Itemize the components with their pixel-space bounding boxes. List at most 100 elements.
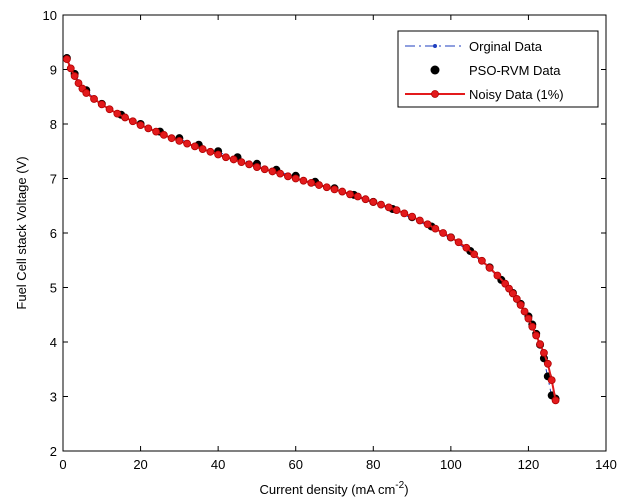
legend-label-original: Orginal Data: [469, 39, 543, 54]
noisy-data-point: [214, 150, 223, 159]
noisy-data-point: [392, 206, 401, 215]
noisy-data-point: [477, 256, 486, 265]
noisy-data-point: [377, 200, 385, 209]
noisy-data-point: [105, 105, 114, 114]
x-tick-label: 0: [59, 457, 66, 472]
noisy-data-point: [384, 203, 393, 212]
noisy-data-point: [97, 100, 106, 109]
noisy-data-point: [206, 147, 215, 156]
noisy-data-point: [528, 322, 537, 331]
noisy-data-point: [128, 117, 137, 126]
legend-swatch-noisy-marker: [431, 90, 439, 98]
noisy-data-point: [408, 212, 416, 221]
noisy-data-point: [299, 176, 308, 185]
y-tick-label: 9: [50, 63, 57, 78]
ticks: [62, 14, 607, 452]
y-tick-labels: 2 3 4 5 6 7 8 9 10: [43, 8, 57, 459]
noisy-data-point: [245, 160, 254, 169]
noisy-data-point: [260, 165, 269, 174]
x-tick-label: 80: [366, 457, 380, 472]
series-noisy-data: [62, 55, 560, 405]
x-tick-label: 120: [518, 457, 540, 472]
noisy-data-point: [113, 109, 122, 118]
y-tick-label: 8: [50, 117, 57, 132]
noisy-data-point: [70, 72, 79, 80]
noisy-data-point: [198, 145, 207, 153]
legend-label-pso-rvm: PSO-RVM Data: [469, 63, 561, 78]
noisy-data-point: [121, 113, 129, 122]
y-tick-label: 10: [43, 8, 57, 23]
noisy-data-point: [369, 198, 378, 206]
noisy-data-point: [400, 209, 409, 218]
noisy-data-point: [485, 263, 494, 272]
noisy-data-point: [229, 155, 238, 164]
noisy-data-point: [346, 190, 354, 199]
noisy-data-point: [159, 130, 168, 139]
y-axis-label: Fuel Cell stack Voltage (V): [14, 156, 29, 309]
noisy-data-point: [66, 64, 75, 73]
noisy-data-point: [62, 55, 71, 64]
noisy-data-point: [74, 79, 83, 88]
y-tick-label: 2: [50, 444, 57, 459]
noisy-data-point: [190, 142, 199, 151]
noisy-data-point: [536, 340, 544, 349]
y-tick-label: 7: [50, 172, 57, 187]
noisy-data-point: [524, 314, 533, 323]
noisy-data-point: [183, 139, 192, 148]
y-tick-label: 5: [50, 281, 57, 296]
noisy-data-point: [284, 172, 292, 181]
noisy-data-point: [551, 396, 560, 405]
noisy-data-point: [291, 174, 300, 183]
noisy-data-point: [520, 307, 529, 316]
noisy-data-point: [136, 121, 145, 129]
noisy-data-point: [423, 220, 432, 229]
noisy-data-point: [540, 348, 548, 357]
noisy-data-point: [509, 289, 517, 298]
x-tick-labels: 0 20 40 60 80 100 120 140: [59, 457, 616, 472]
noisy-data-point: [175, 136, 184, 145]
noisy-data-point: [547, 376, 556, 385]
y-tick-label: 3: [50, 390, 57, 405]
noisy-data-point: [462, 243, 471, 252]
x-tick-label: 40: [211, 457, 225, 472]
noisy-data-point: [221, 153, 230, 162]
noisy-data-point: [512, 295, 521, 303]
legend-swatch-pso-rvm-marker: [430, 65, 440, 75]
x-tick-label: 20: [133, 457, 147, 472]
noisy-data-point: [152, 127, 160, 136]
series-layer: [62, 54, 560, 405]
noisy-data-point: [361, 195, 370, 204]
noisy-data-point: [543, 359, 552, 368]
noisy-data-point: [415, 216, 424, 225]
legend-entry-pso-rvm: PSO-RVM Data: [430, 63, 561, 78]
noisy-data-point: [353, 192, 362, 201]
noisy-data-point: [82, 89, 91, 97]
noisy-data-point: [90, 95, 98, 103]
noisy-data-point: [330, 185, 339, 194]
noisy-data-point: [532, 331, 541, 340]
noisy-data-point: [253, 163, 261, 171]
noisy-data-point: [307, 178, 316, 187]
noisy-data-point: [431, 224, 440, 233]
noisy-data-point: [167, 134, 176, 143]
noisy-data-point: [322, 183, 331, 192]
noisy-data-point: [493, 271, 502, 280]
legend-label-noisy: Noisy Data (1%): [469, 87, 564, 102]
noisy-data-point: [144, 124, 153, 133]
noisy-data-point: [276, 169, 285, 178]
y-tick-label: 4: [50, 335, 57, 350]
x-tick-label: 140: [595, 457, 617, 472]
noisy-data-point: [237, 158, 246, 167]
legend-entry-original: Orginal Data: [405, 39, 543, 54]
x-axis-label: Current density (mA cm-2): [259, 480, 408, 497]
x-tick-label: 100: [440, 457, 462, 472]
noisy-data-point: [268, 167, 277, 176]
y-tick-label: 6: [50, 226, 57, 241]
noisy-data-point: [516, 301, 525, 309]
legend-entry-noisy: Noisy Data (1%): [405, 87, 564, 102]
noisy-data-point: [315, 181, 323, 189]
legend: Orginal Data PSO-RVM Data Noisy Data (1%…: [397, 30, 599, 108]
x-tick-label: 60: [288, 457, 302, 472]
noisy-data-point: [446, 233, 455, 242]
